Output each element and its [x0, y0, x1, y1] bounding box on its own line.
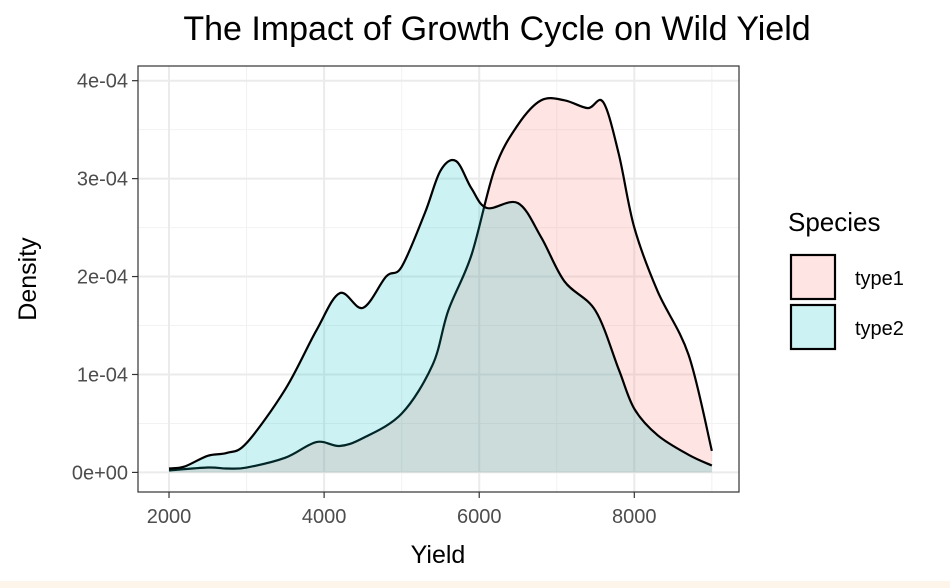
- plot-border: [137, 65, 740, 493]
- minor-gridlines: [138, 66, 739, 492]
- density-areas: [168, 97, 713, 473]
- x-tick-label: 8000: [612, 506, 657, 528]
- legend-key-type1: [789, 253, 837, 301]
- plot-background: [138, 66, 739, 492]
- x-tick-label: 4000: [302, 506, 347, 528]
- page-bottom-edge: [0, 581, 950, 588]
- y-tick-label: 2e-04: [77, 267, 128, 289]
- x-axis: 2000 4000 6000 8000: [147, 492, 657, 528]
- y-tick-label: 1e-04: [77, 364, 128, 386]
- density-area-type2: [169, 160, 712, 473]
- legend-title: Species: [788, 207, 881, 237]
- density-area-type1: [169, 98, 712, 473]
- y-axis-title: Density: [14, 237, 42, 321]
- density-line-type1: [168, 97, 713, 472]
- y-tick-label: 3e-04: [77, 169, 128, 191]
- x-tick-label: 6000: [457, 506, 502, 528]
- y-tick-label: 4e-04: [77, 71, 128, 93]
- chart-title: The Impact of Growth Cycle on Wild Yield: [183, 10, 810, 48]
- legend-label-type2: type2: [855, 318, 904, 340]
- x-axis-title: Yield: [411, 541, 466, 569]
- legend-key-bg-type2: [790, 304, 836, 350]
- legend: Species type1 type2: [788, 207, 904, 351]
- x-tick-label: 2000: [147, 506, 192, 528]
- plot-panel: [137, 65, 740, 493]
- legend-key-type2: [789, 303, 837, 351]
- legend-label-type1: type1: [855, 268, 904, 290]
- y-tick-label: 0e+00: [72, 462, 128, 484]
- density-line-type2: [168, 158, 713, 470]
- y-axis: 0e+00 1e-04 2e-04 3e-04 4e-04: [72, 71, 138, 484]
- legend-key-bg-type1: [790, 254, 836, 300]
- major-gridlines: [138, 66, 739, 492]
